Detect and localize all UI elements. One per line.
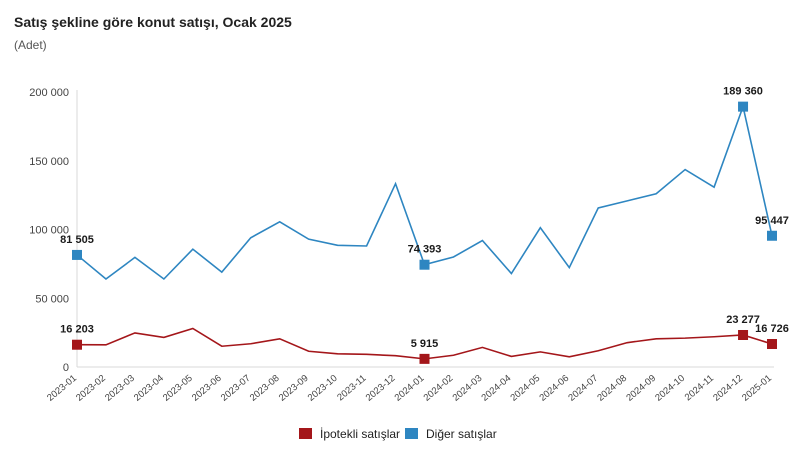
svg-text:2023-07: 2023-07 [219,373,253,404]
svg-text:2023-08: 2023-08 [248,373,282,404]
svg-text:2024-06: 2024-06 [537,373,571,404]
svg-text:2024-04: 2024-04 [480,373,514,404]
svg-text:2023-06: 2023-06 [190,373,224,404]
svg-text:50 000: 50 000 [35,293,69,305]
svg-text:2023-10: 2023-10 [306,373,340,404]
svg-text:2023-01: 2023-01 [45,373,79,404]
svg-text:2024-10: 2024-10 [653,373,687,404]
svg-text:2024-05: 2024-05 [508,373,542,404]
svg-text:81 505: 81 505 [60,234,94,246]
svg-text:2023-02: 2023-02 [74,373,108,404]
svg-text:150 000: 150 000 [29,156,69,168]
svg-text:2023-04: 2023-04 [132,373,166,404]
svg-text:189 360: 189 360 [723,86,763,98]
svg-text:16 203: 16 203 [60,324,94,336]
svg-text:2024-07: 2024-07 [566,373,600,404]
svg-text:2023-03: 2023-03 [103,373,137,404]
svg-text:95 447: 95 447 [755,215,789,227]
svg-text:2023-11: 2023-11 [335,373,368,403]
svg-text:2024-11: 2024-11 [683,373,716,403]
svg-text:Diğer satışlar: Diğer satışlar [426,427,497,441]
svg-text:2024-08: 2024-08 [595,373,629,404]
svg-text:2024-02: 2024-02 [422,373,456,404]
svg-text:2023-09: 2023-09 [277,373,311,404]
svg-text:2024-09: 2024-09 [624,373,658,404]
svg-text:0: 0 [63,362,69,374]
svg-text:2023-05: 2023-05 [161,373,195,404]
svg-text:5 915: 5 915 [411,338,439,350]
svg-text:İpotekli satışlar: İpotekli satışlar [320,427,400,441]
svg-text:2023-12: 2023-12 [364,373,398,404]
svg-text:2025-01: 2025-01 [740,373,774,404]
svg-text:74 393: 74 393 [408,244,442,256]
svg-text:16 726: 16 726 [755,323,789,335]
svg-text:2024-01: 2024-01 [393,373,427,404]
svg-text:2024-12: 2024-12 [711,373,745,404]
svg-text:2024-03: 2024-03 [451,373,485,404]
svg-text:200 000: 200 000 [29,87,69,99]
